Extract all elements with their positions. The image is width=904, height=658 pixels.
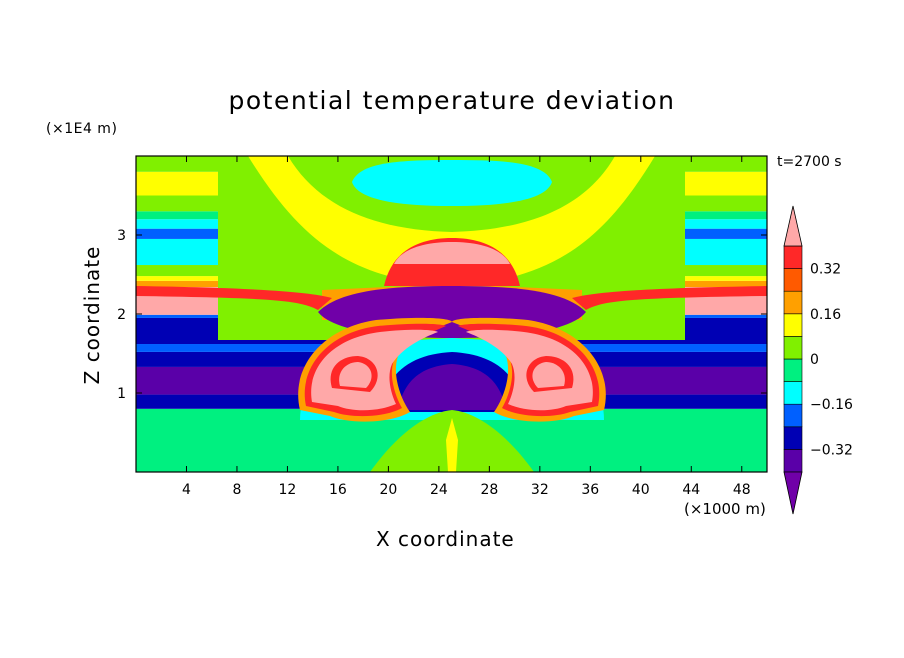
colorbar-min-triangle	[783, 471, 803, 515]
colorbar-tick-label: 0.16	[810, 307, 841, 323]
upper-cold-cell	[352, 160, 552, 206]
y-tick-label: 3	[117, 228, 126, 244]
colorbar-swatch	[783, 381, 803, 405]
x-axis-label: X coordinate	[376, 527, 515, 551]
colorbar-swatch	[783, 290, 803, 315]
colorbar-swatch	[783, 268, 803, 292]
colorbar-max-triangle	[783, 205, 803, 247]
right-red-tongue	[572, 286, 767, 310]
colorbar-swatch	[783, 313, 803, 337]
rotor-cold-inner	[398, 364, 506, 410]
x-tick-label: 12	[279, 482, 297, 498]
x-axis-unit: (×1000 m)	[684, 500, 766, 518]
left-red-tongue	[136, 286, 332, 310]
left-rotor-spiral-core	[339, 362, 372, 388]
colorbar-swatch	[783, 426, 803, 450]
x-tick-label: 4	[182, 482, 191, 498]
cap-warm-core	[394, 242, 510, 264]
x-tick-label: 28	[480, 482, 498, 498]
right-rotor-spiral-core	[532, 362, 565, 388]
x-tick-label: 48	[733, 482, 751, 498]
wake-stem	[446, 418, 458, 472]
x-tick-label: 24	[430, 482, 448, 498]
x-tick-label: 44	[682, 482, 700, 498]
x-tick-label: 32	[531, 482, 549, 498]
colorbar-swatch	[783, 403, 803, 428]
y-tick-label: 2	[117, 307, 126, 323]
colorbar-tick-label: −0.16	[810, 397, 853, 413]
x-tick-label: 8	[232, 482, 241, 498]
chart-title: potential temperature deviation	[228, 86, 676, 115]
x-tick-label: 40	[632, 482, 650, 498]
y-axis-label: Z coordinate	[80, 245, 104, 385]
colorbar-swatch	[783, 449, 803, 473]
y-axis-unit: (×1E4 m)	[46, 121, 118, 137]
time-label: t=2700 s	[777, 154, 842, 170]
colorbar-tick-label: 0	[810, 352, 819, 368]
colorbar-swatch	[783, 358, 803, 382]
colorbar-tick-label: 0.32	[810, 262, 841, 278]
colorbar-swatch	[783, 336, 803, 360]
x-tick-label: 16	[329, 482, 347, 498]
x-tick-label: 20	[379, 482, 397, 498]
colorbar-tick-label: −0.32	[810, 442, 853, 458]
y-tick-label: 1	[117, 386, 126, 402]
colorbar-swatch	[783, 245, 803, 269]
x-tick-label: 36	[581, 482, 599, 498]
